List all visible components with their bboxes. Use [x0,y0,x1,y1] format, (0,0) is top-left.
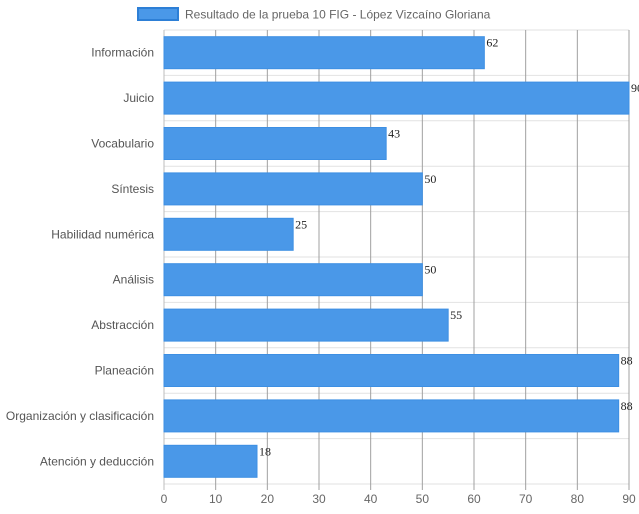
category-labels: Información Juicio Vocabulario Síntesis Habi… [6,46,154,469]
value-label: 88 [621,354,633,368]
x-tick-label: 40 [364,492,378,506]
bar [163,172,423,206]
x-tick-label: 30 [312,492,326,506]
bar [163,444,258,478]
value-label: 88 [621,399,633,413]
bar [163,81,630,115]
category-label: Habilidad numérica [51,227,154,241]
category-label: Vocabulario [91,137,154,151]
bar [163,354,620,387]
category-label: Planeación [95,364,154,378]
x-tick-label: 50 [416,492,430,506]
bar [163,308,449,342]
category-label: Organización y clasificación [6,409,154,423]
legend-label: Resultado de la prueba 10 FIG - López Vi… [185,8,491,22]
x-tick-label: 0 [161,492,168,506]
category-label: Abstracción [91,318,154,332]
value-label: 50 [424,263,436,277]
legend-swatch [137,7,179,21]
value-label: 43 [388,127,400,141]
legend: Resultado de la prueba 10 FIG - López Vi… [137,7,491,22]
category-label: Síntesis [111,182,154,196]
bar [163,127,387,160]
x-axis-ticks: 0 10 20 30 40 50 60 70 80 90 [161,492,636,506]
category-label: Atención y deducción [40,454,154,468]
x-tick-label: 90 [622,492,636,506]
x-tick-label: 70 [519,492,533,506]
x-tick-label: 60 [467,492,481,506]
category-label: Análisis [113,273,154,287]
bar [163,263,423,297]
value-label: 18 [259,444,271,458]
value-label: 90 [631,81,639,95]
value-label: 55 [450,308,462,322]
category-label: Juicio [123,91,154,105]
bar [163,399,620,433]
x-tick-label: 80 [571,492,585,506]
x-tick-label: 10 [209,492,223,506]
bar [163,217,294,251]
value-label: 50 [424,172,436,186]
bars [163,36,630,478]
x-tick-label: 20 [261,492,275,506]
value-labels: 62 90 43 50 25 50 55 88 88 18 [259,36,639,459]
category-label: Información [91,46,154,60]
value-label: 25 [295,217,307,231]
bar [163,36,485,70]
value-label: 62 [486,36,498,50]
